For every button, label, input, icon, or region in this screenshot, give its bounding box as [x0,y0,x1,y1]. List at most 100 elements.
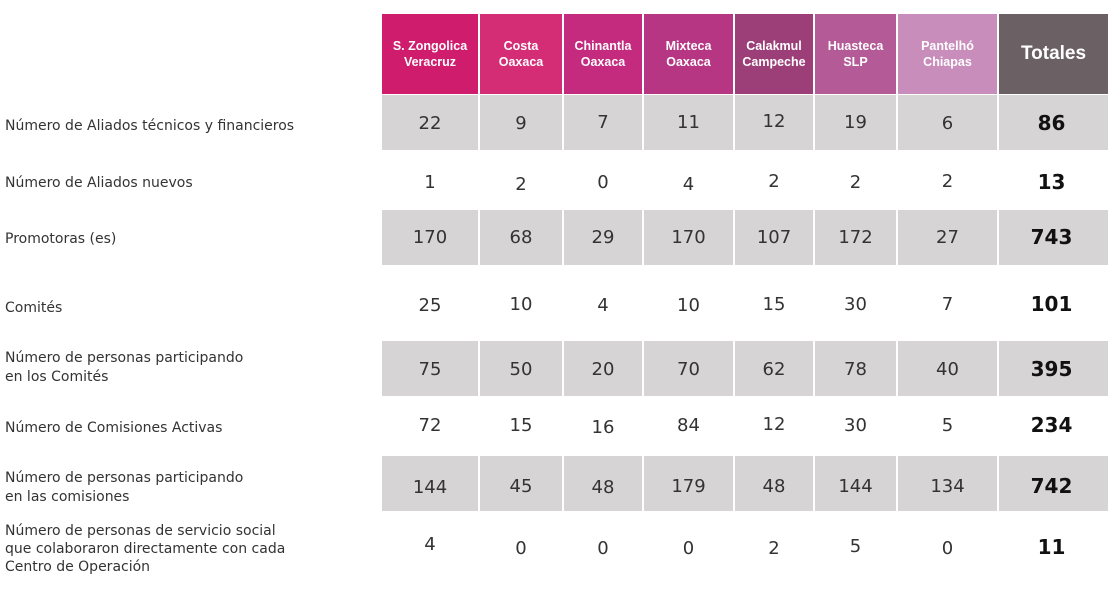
column-header-line: Calakmul [746,39,802,53]
row-label: Número de Aliados técnicos y financieros [5,118,295,134]
table-cell: 10 [677,295,700,316]
table-cell: 45 [509,476,533,497]
table-cell: 48 [762,476,786,497]
row-band [382,95,478,150]
row-band [815,95,896,150]
column-header: Mixteca Oaxaca [644,14,733,94]
total-cell: 13 [1037,170,1066,194]
row-band [644,210,733,265]
column-header-line: Costa [503,39,539,53]
column-header-line: S. Zongolica [392,39,468,53]
column-header-line: Oaxaca [580,55,626,69]
table-cell: 0 [515,538,527,559]
table-cell: 68 [509,227,533,248]
row-band [999,95,1108,150]
row-label: en los Comités [5,369,109,385]
table-cell: 170 [671,227,706,248]
total-cell: 11 [1037,535,1066,559]
table-cell: 4 [682,174,695,195]
column-header: Pantelhó Chiapas [898,14,997,94]
table-cell: 84 [677,415,700,436]
table-cell: 5 [849,536,862,557]
column-header-line: Campeche [742,55,806,69]
row-label: Promotoras (es) [5,231,117,247]
table-cell: 0 [941,538,954,559]
table-cell: 170 [412,227,448,248]
row-band [644,95,733,150]
table-cell: 12 [762,414,786,435]
table-cell: 2 [849,172,862,193]
row-band [382,456,478,511]
row-band [898,341,997,396]
row-band [735,341,813,396]
table-cell: 15 [762,294,786,315]
row-label: Número de personas participando [5,350,244,366]
row-band [999,456,1108,511]
table-cell: 62 [762,359,786,380]
row-band [735,95,813,150]
column-header: Chinantla Oaxaca [564,14,642,94]
table-cell: 30 [844,415,867,436]
table-cell: 2 [768,171,780,192]
row-band [382,341,478,396]
table-cell: 29 [591,227,615,248]
total-cell: 234 [1030,413,1073,437]
table-cell: 2 [515,174,527,195]
table-cell: 72 [418,415,442,436]
table-cell: 144 [412,477,448,498]
table-cell: 19 [844,112,867,133]
table-cell: 70 [677,359,700,380]
table-cell: 4 [424,534,436,555]
table-cell: 40 [936,359,959,380]
row-band [735,456,813,511]
table-cell: 22 [418,113,442,134]
row-band [898,210,997,265]
row-band [999,210,1108,265]
table-cell: 107 [756,227,792,248]
row-label: Número de personas participando [5,470,244,486]
total-cell: 743 [1030,225,1073,249]
row-band [815,210,896,265]
column-header-line: Chinantla [574,39,632,53]
row-band [564,95,642,150]
table-cell: 0 [597,538,609,559]
table-cell: 0 [597,172,609,193]
table-cell: 179 [671,476,706,497]
column-header: Costa Oaxaca [480,14,562,94]
table-cell: 78 [844,359,867,380]
total-cell: 86 [1037,111,1066,135]
table-cell: 6 [941,113,954,134]
row-label: Comités [5,300,63,316]
column-header-line: Oaxaca [666,55,711,69]
column-header-line: Huasteca [827,39,884,53]
table-cell: 75 [418,359,442,380]
row-band [815,341,896,396]
table-cell: 50 [509,359,533,380]
column-header-line: Oaxaca [498,55,544,69]
row-band [644,341,733,396]
row-label: Número de personas de servicio social [5,523,276,539]
row-band [480,210,562,265]
total-cell: 742 [1030,474,1073,498]
column-header: Calakmul Campeche [735,14,813,94]
table-cell: 30 [844,294,867,315]
row-band [644,456,733,511]
table-cell: 1 [424,172,436,193]
column-header-line: Chiapas [923,55,972,69]
table-cell: 12 [762,111,786,132]
totals-header: Totales [999,14,1108,94]
column-header-line: Mixteca [665,39,712,53]
table-cell: 27 [936,227,959,248]
table-cell: 144 [838,476,873,497]
table-cell: 20 [591,359,615,380]
table-cell: 2 [768,538,780,559]
row-band [382,210,478,265]
table-cell: 15 [509,415,533,436]
table-cell: 0 [682,538,695,559]
row-band [815,456,896,511]
row-band [480,95,562,150]
table-cell: 172 [838,227,873,248]
row-band [898,456,997,511]
row-label: Centro de Operación [5,559,151,575]
table-cell: 7 [597,112,609,133]
